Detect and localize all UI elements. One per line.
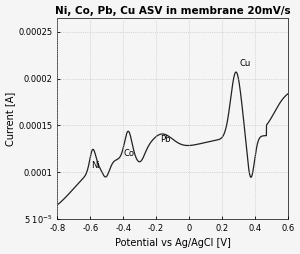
X-axis label: Potential vs Ag/AgCl [V]: Potential vs Ag/AgCl [V] — [115, 239, 230, 248]
Title: Ni, Co, Pb, Cu ASV in membrane 20mV/s: Ni, Co, Pb, Cu ASV in membrane 20mV/s — [55, 6, 290, 15]
Text: Ni: Ni — [91, 162, 100, 170]
Text: Co: Co — [124, 149, 135, 158]
Text: Pb: Pb — [160, 135, 171, 144]
Text: Cu: Cu — [239, 59, 250, 68]
Y-axis label: Current [A]: Current [A] — [6, 91, 16, 146]
